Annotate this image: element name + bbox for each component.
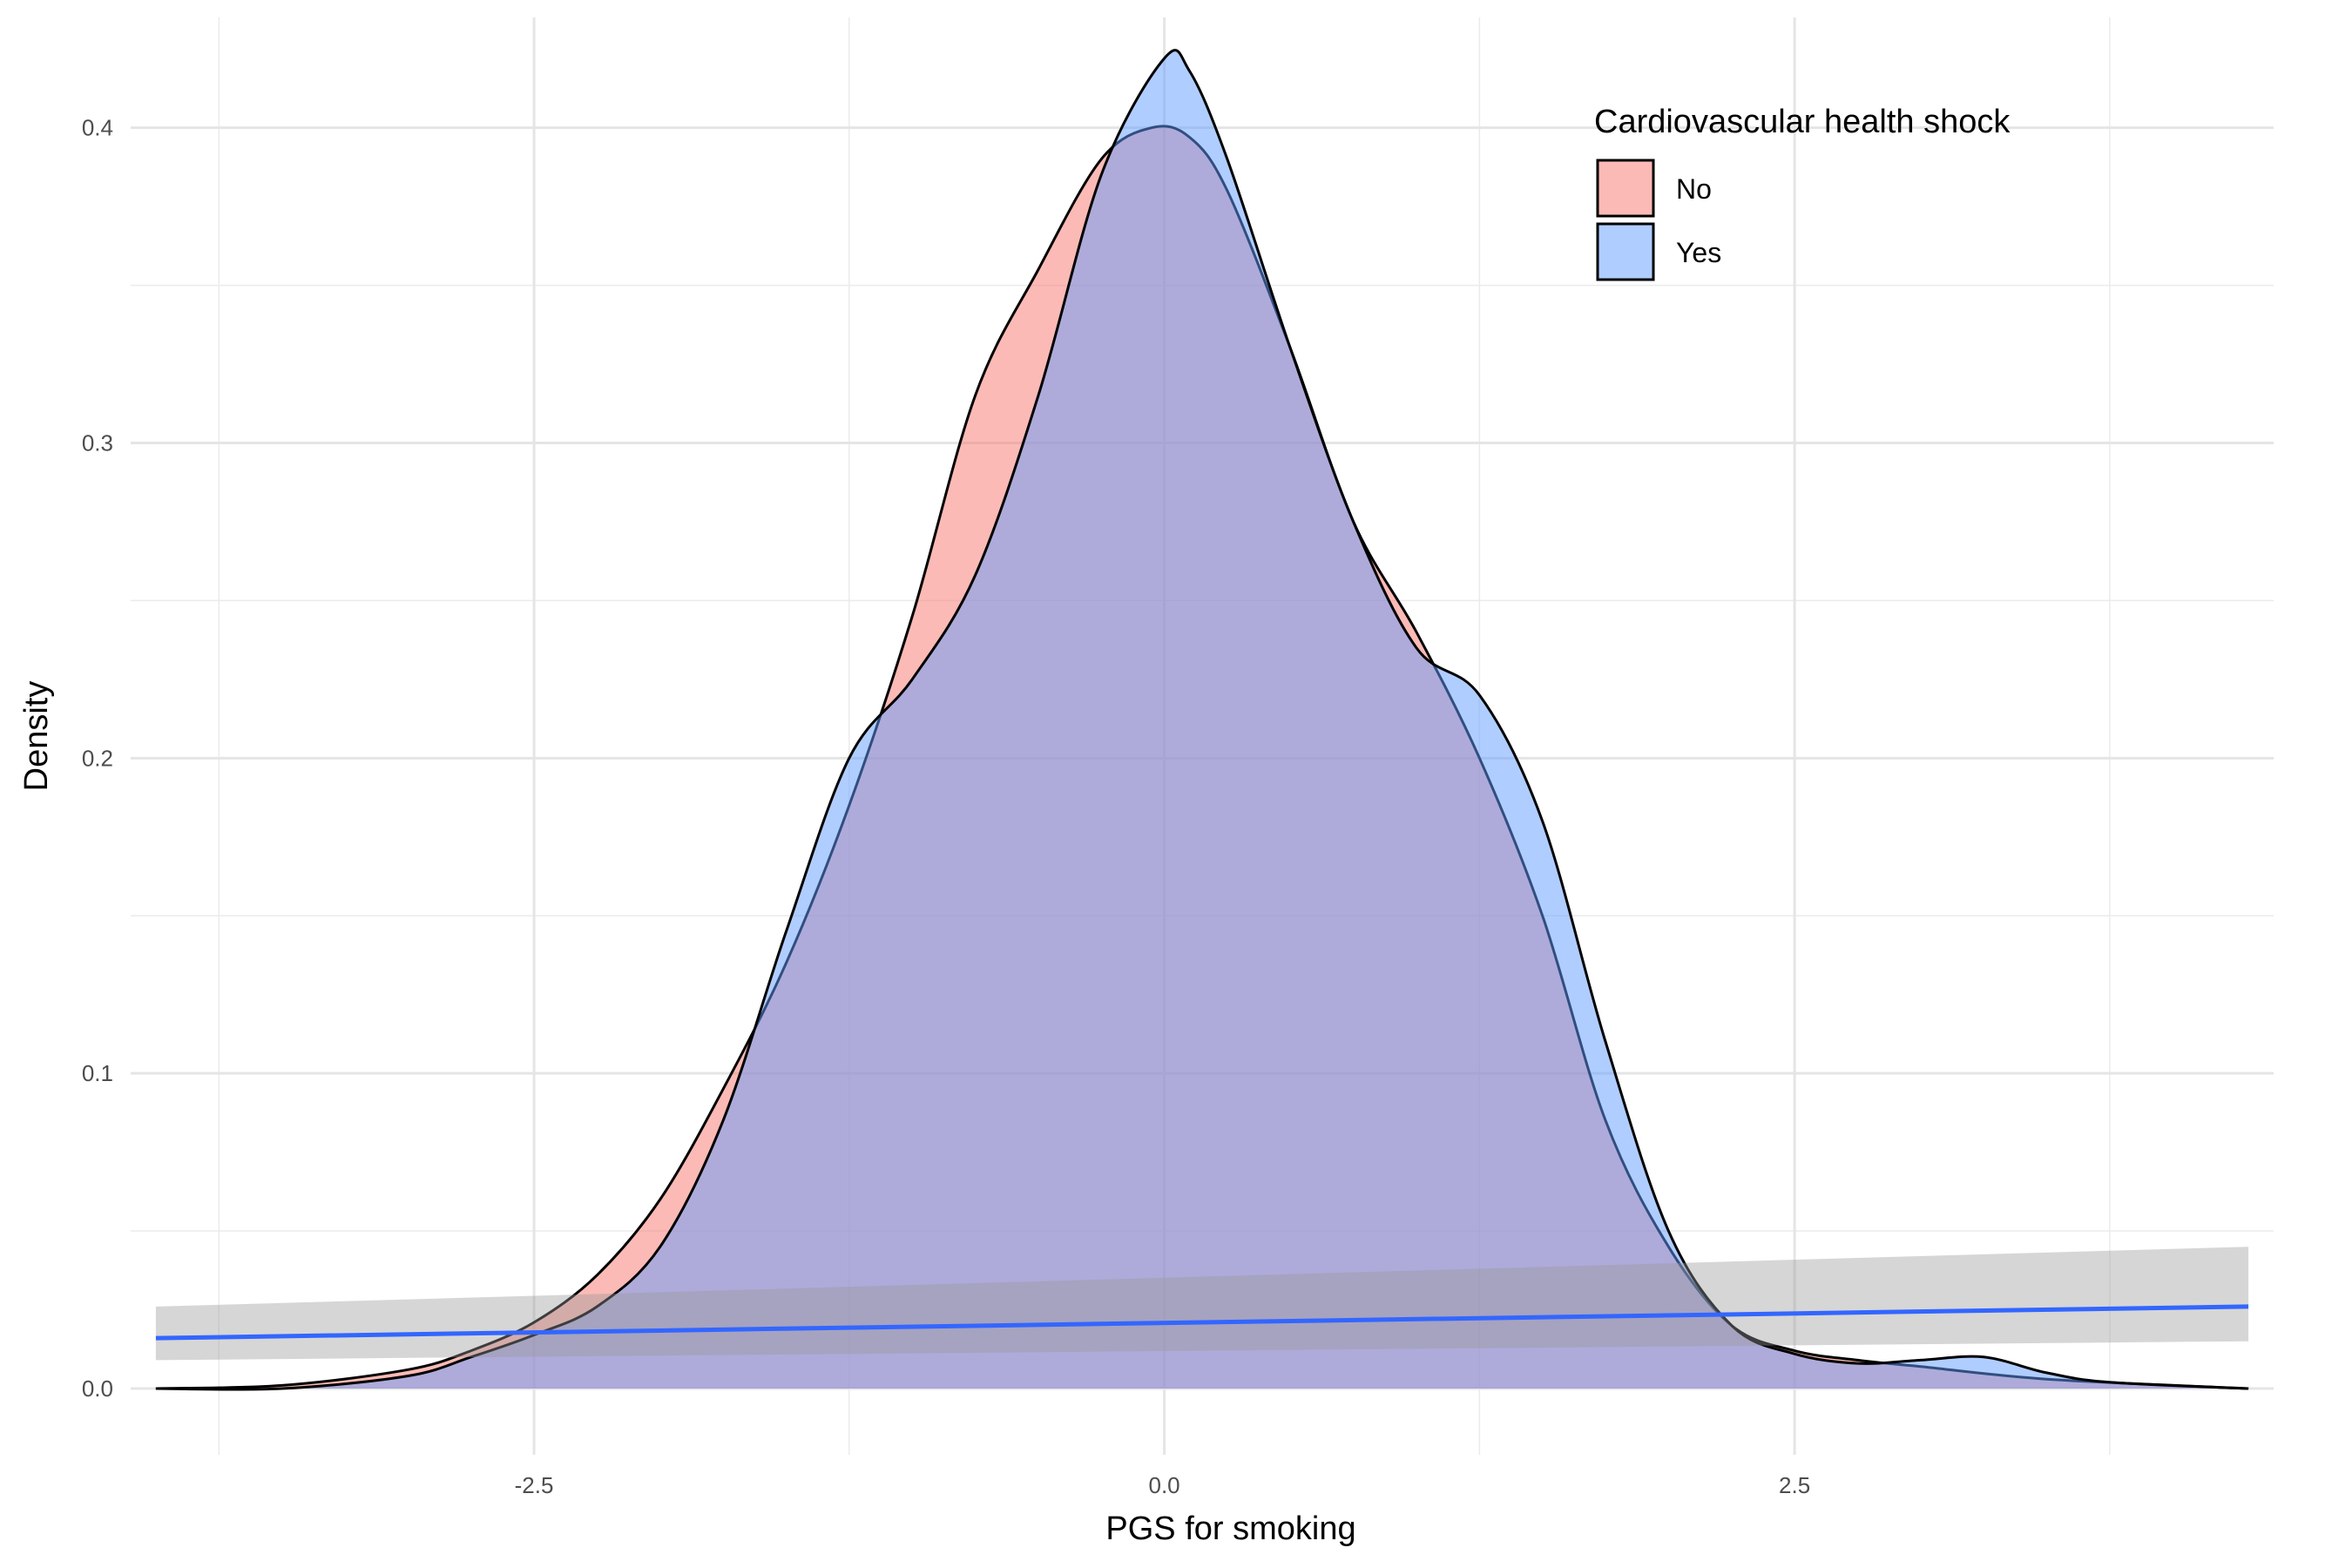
trend-line (155, 1304, 2249, 1341)
legend-label-no: No (1676, 173, 1712, 205)
y-tick-label: 0.0 (82, 1375, 113, 1402)
x-tick-label: -2.5 (515, 1472, 554, 1498)
y-tick-label: 0.3 (82, 429, 113, 456)
y-axis-title: Density (18, 681, 55, 792)
y-tick-label: 0.4 (82, 115, 113, 141)
y-axis-ticks: 0.0 0.1 0.2 0.3 0.4 (82, 115, 113, 1402)
density-series (155, 49, 2249, 1391)
density-area-yes (155, 50, 2249, 1390)
legend-swatch-no (1596, 159, 1655, 218)
trend-layer (155, 1247, 2249, 1361)
y-tick-label: 0.2 (82, 745, 113, 771)
x-tick-label: 0.0 (1149, 1472, 1180, 1498)
x-axis-ticks: -2.5 0.0 2.5 (515, 1472, 1811, 1498)
density-line-yes (155, 49, 2249, 1391)
y-tick-label: 0.1 (82, 1060, 113, 1086)
legend-label-yes: Yes (1676, 237, 1721, 268)
x-axis-title: PGS for smoking (1105, 1511, 1355, 1547)
x-tick-label: 2.5 (1779, 1472, 1810, 1498)
legend-title: Cardiovascular health shock (1594, 104, 2011, 140)
legend-swatch-yes (1596, 222, 1655, 281)
legend: Cardiovascular health shock No Yes (1594, 104, 2011, 281)
